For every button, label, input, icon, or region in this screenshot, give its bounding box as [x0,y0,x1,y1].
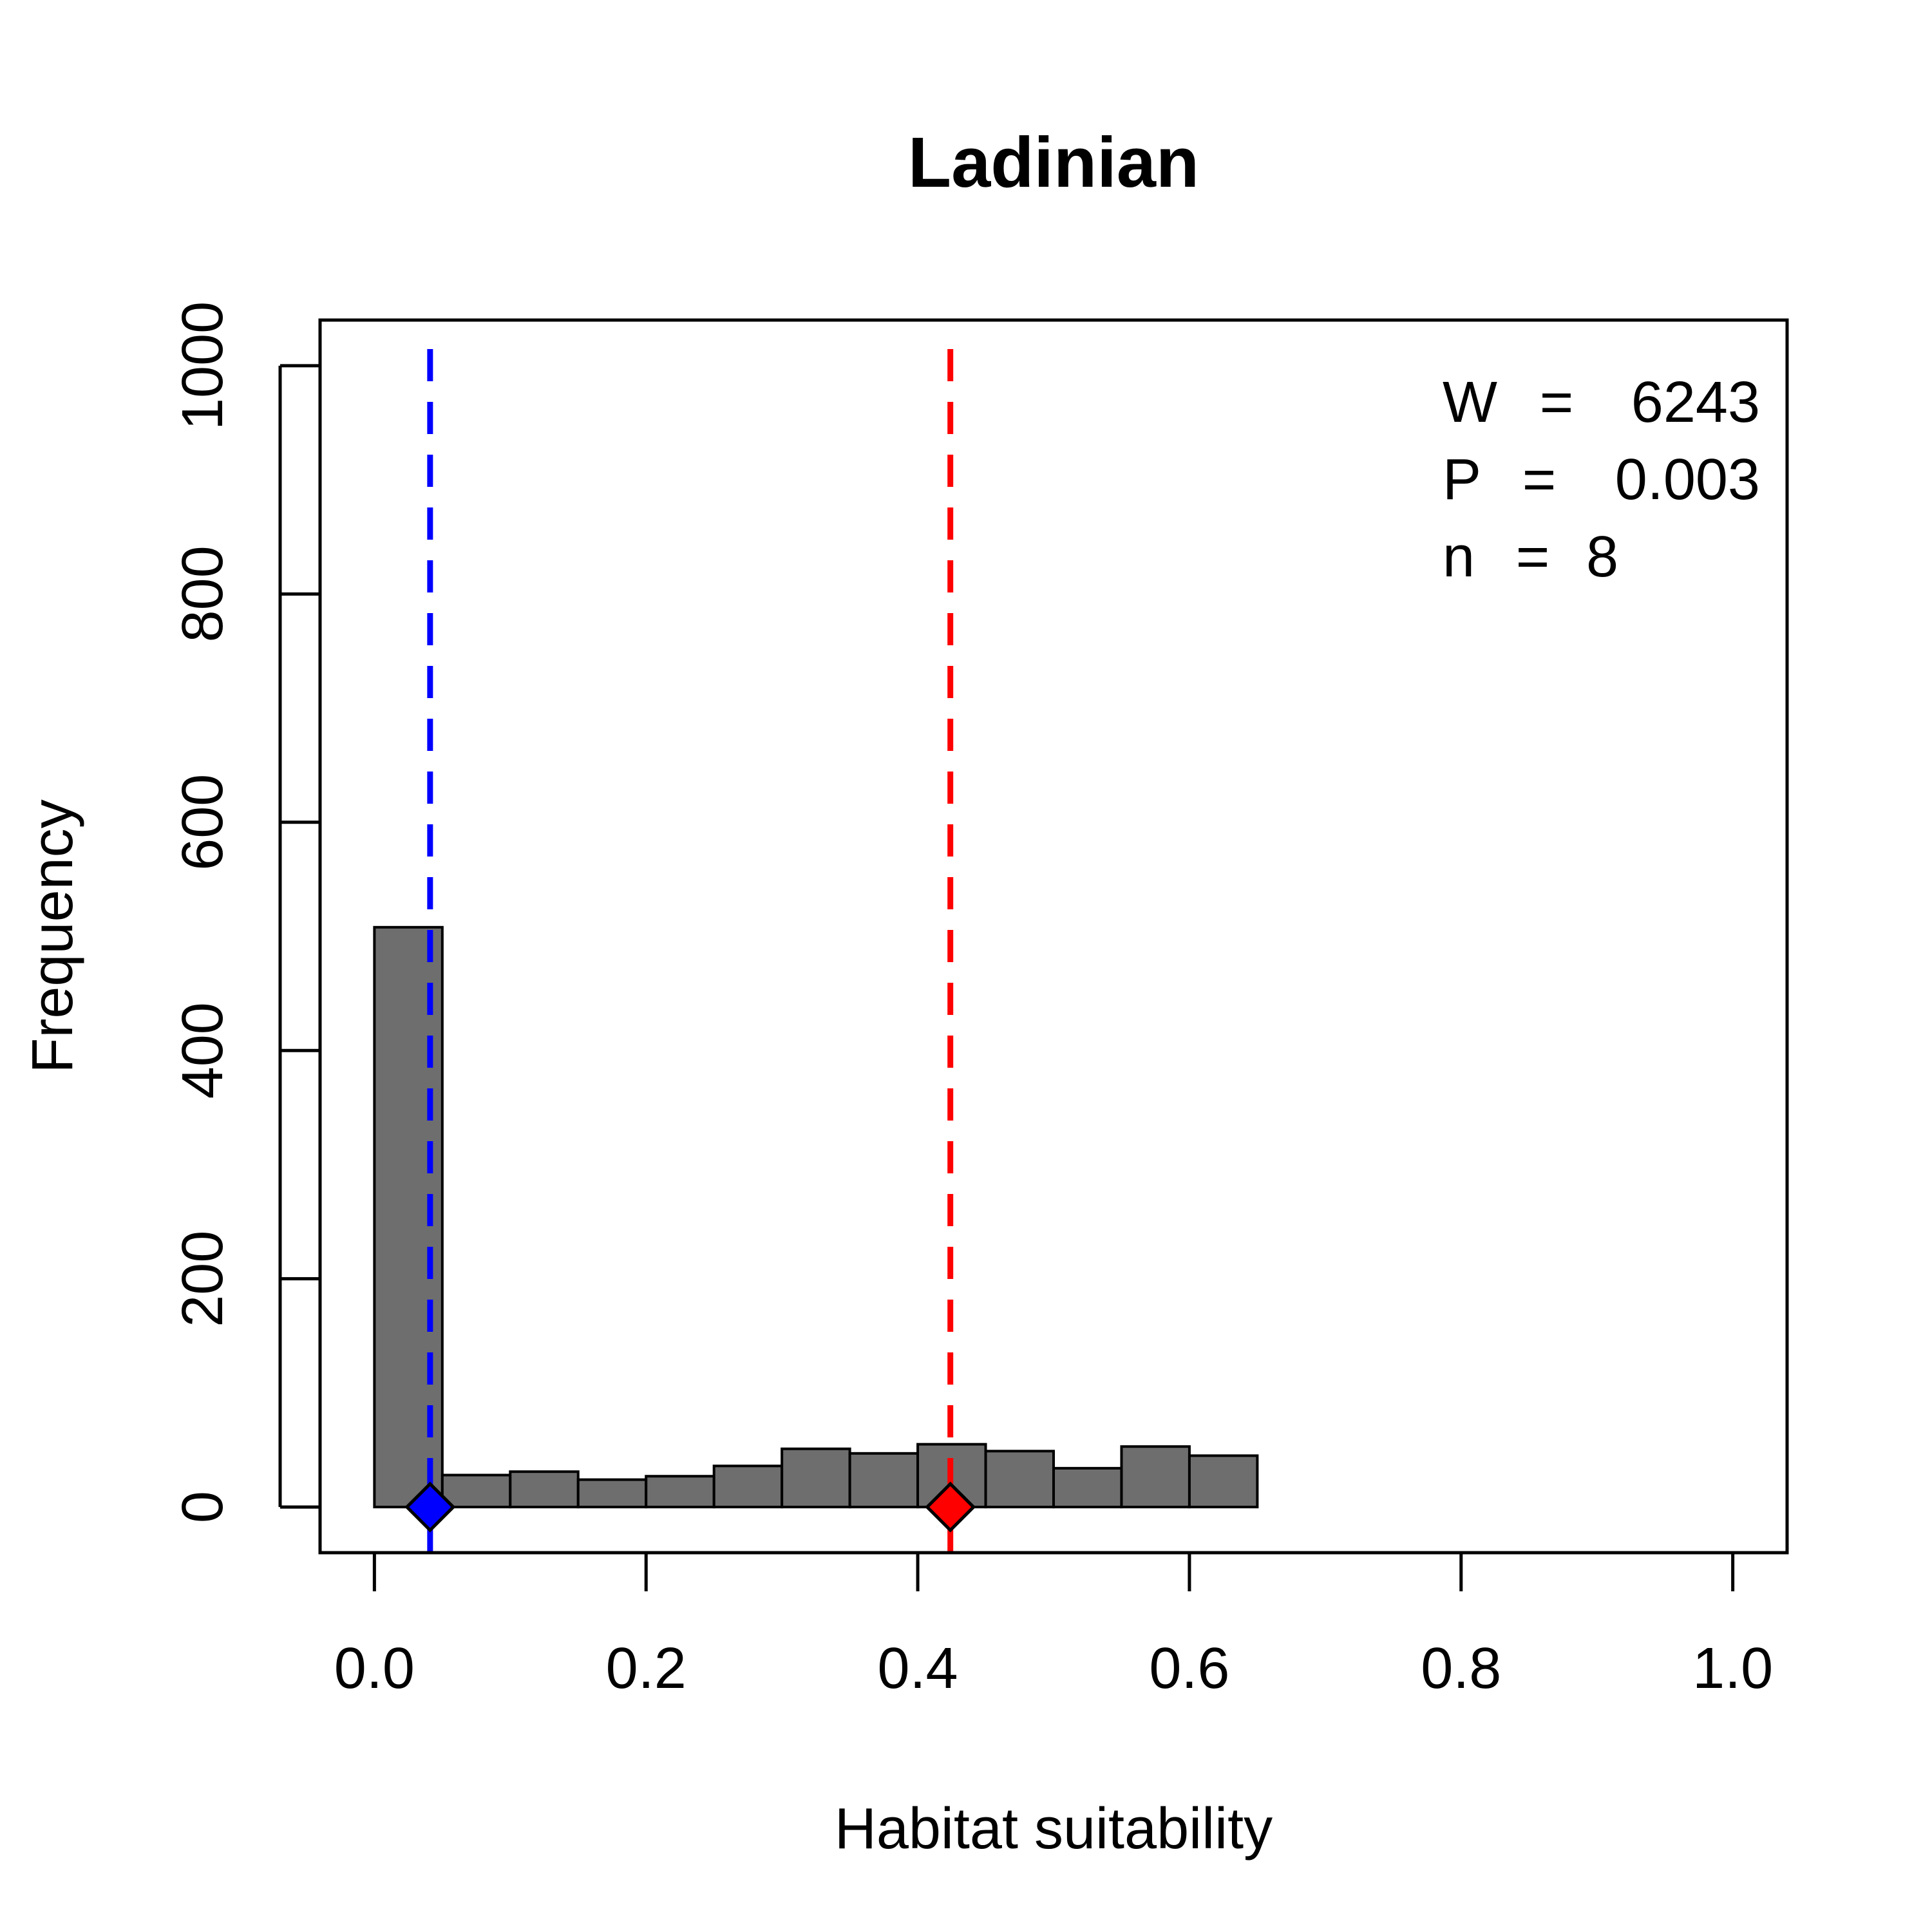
y-tick-label: 600 [171,774,235,871]
x-tick-label: 0.8 [1421,1636,1501,1701]
x-axis: 0.0 0.2 0.4 0.6 0.8 1.0 [334,1551,1773,1701]
histogram-bar [509,1470,580,1509]
stat-n-value: 8 [1586,525,1618,589]
x-tick-label: 0.2 [606,1636,687,1701]
stat-w-value: 6243 [1631,370,1760,435]
y-tick-label: 1000 [171,301,235,430]
stat-n-label: n [1443,525,1475,589]
y-tick-label: 800 [171,545,235,642]
stat-p-equals: = [1522,448,1557,512]
stat-p-value: 0.003 [1615,448,1760,512]
reference-marker [404,1481,456,1533]
histogram-bar [1120,1445,1191,1509]
y-tick-label: 0 [171,1491,235,1523]
stats-annotation: W = 6243 P = 0.003 n = 8 [1443,370,1760,589]
plot-frame [318,318,1789,1555]
histogram-bar [848,1452,920,1509]
chart-title: Ladinian [908,123,1199,202]
histogram-bar [440,1473,512,1509]
histogram-bar [645,1475,715,1509]
y-axis-label: Frequency [21,799,85,1073]
histogram-bar [576,1478,648,1509]
x-tick-label: 1.0 [1692,1636,1773,1701]
histogram-bar [1052,1466,1123,1509]
stat-w-label: W [1443,370,1497,435]
bars-group [373,925,1259,1509]
reference-lines-group [404,349,976,1553]
reference-marker [925,1481,976,1533]
x-tick-label: 0.4 [878,1636,958,1701]
x-tick-label: 0.0 [334,1636,415,1701]
y-axis: 0 200 400 600 800 1000 [171,301,320,1523]
y-tick-label: 200 [171,1231,235,1327]
x-axis-label: Habitat suitability [835,1797,1273,1861]
stat-p-label: P [1443,448,1481,512]
histogram-bar [1188,1454,1259,1509]
stat-n-equals: = [1516,525,1550,589]
histogram-bar [984,1450,1055,1509]
histogram-bar [781,1447,851,1509]
stat-w-equals: = [1540,370,1574,435]
x-tick-label: 0.6 [1149,1636,1229,1701]
y-tick-label: 400 [171,1002,235,1099]
histogram-bar [712,1464,784,1509]
